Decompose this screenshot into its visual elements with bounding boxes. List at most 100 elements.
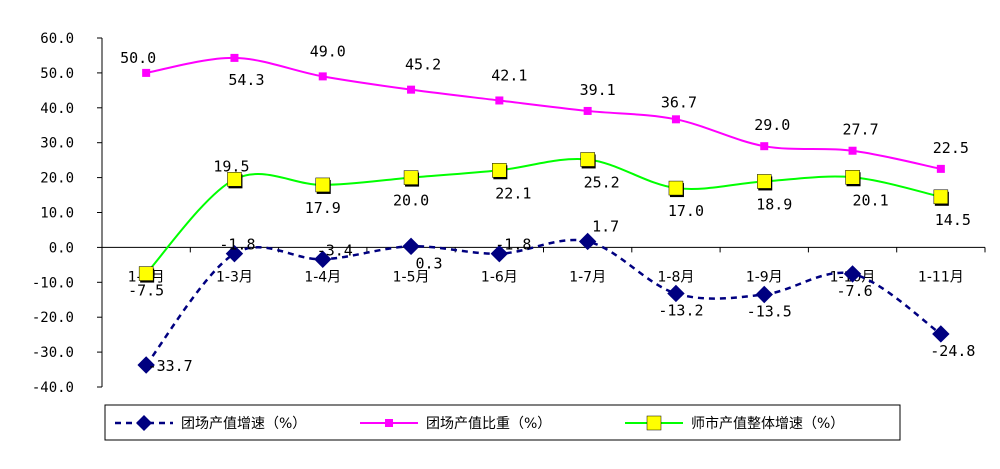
data-label: 36.7 bbox=[661, 93, 697, 111]
legend-marker bbox=[385, 419, 393, 427]
series-line-2 bbox=[145, 157, 942, 275]
data-label: 27.7 bbox=[842, 121, 878, 139]
data-point bbox=[227, 172, 242, 187]
data-point bbox=[407, 85, 416, 94]
data-label: -1.8 bbox=[495, 236, 531, 254]
data-label: -24.8 bbox=[930, 342, 975, 360]
data-point bbox=[583, 106, 592, 115]
data-point bbox=[668, 180, 684, 196]
data-label: 17.0 bbox=[668, 202, 704, 220]
data-point bbox=[315, 177, 330, 193]
data-point bbox=[318, 72, 327, 81]
x-tick-label: 1-3月 bbox=[216, 269, 253, 285]
data-point bbox=[225, 244, 244, 263]
data-point bbox=[848, 146, 857, 155]
data-label: 14.5 bbox=[935, 211, 971, 229]
y-tick-label: 0.0 bbox=[49, 240, 74, 256]
data-point bbox=[580, 152, 595, 167]
data-point bbox=[843, 265, 862, 283]
series-1 bbox=[142, 53, 945, 173]
data-point bbox=[760, 142, 769, 151]
data-point bbox=[932, 325, 950, 343]
series-line-1 bbox=[145, 56, 942, 170]
data-label: -13.2 bbox=[658, 301, 703, 319]
y-tick-label: 10.0 bbox=[40, 206, 74, 222]
legend-item-1: 团场产值比重（%） bbox=[360, 416, 551, 432]
legend-item-2: 师市产值整体增速（%） bbox=[625, 415, 844, 432]
data-point bbox=[137, 356, 155, 374]
x-tick-label: 1-6月 bbox=[481, 269, 518, 285]
data-label: 18.9 bbox=[756, 195, 792, 213]
series-0 bbox=[137, 232, 950, 374]
x-tick-label: 1-9月 bbox=[746, 269, 783, 285]
data-point bbox=[933, 189, 949, 205]
y-tick-label: 20.0 bbox=[40, 171, 74, 187]
data-point bbox=[403, 170, 419, 185]
data-point bbox=[230, 53, 239, 62]
data-point bbox=[667, 284, 685, 303]
legend-label: 团场产值比重（%） bbox=[426, 416, 551, 432]
legend-label: 师市产值整体增速（%） bbox=[691, 415, 844, 432]
series-2 bbox=[138, 152, 949, 283]
x-tick-label: 1-7月 bbox=[569, 269, 606, 285]
data-label: -13.5 bbox=[747, 303, 792, 321]
data-point bbox=[936, 164, 945, 173]
y-tick-label: -20.0 bbox=[32, 310, 74, 326]
data-point bbox=[578, 232, 597, 251]
data-label: 20.0 bbox=[393, 192, 429, 210]
data-label: 45.2 bbox=[405, 56, 441, 74]
data-label: 22.5 bbox=[933, 139, 969, 157]
legend: 团场产值增速（%） 团场产值比重（%） 师市产值整体增速（%） bbox=[104, 404, 901, 441]
data-label: 20.1 bbox=[852, 191, 888, 209]
data-point bbox=[138, 266, 154, 281]
data-label: -7.5 bbox=[128, 282, 164, 300]
data-label: -33.7 bbox=[148, 357, 193, 375]
y-tick-label: -10.0 bbox=[32, 275, 74, 291]
data-label: -3.4 bbox=[317, 241, 353, 259]
data-labels: -33.7 -1.8 -3.4 0.3 -1.8 1.7 -13.2 -13.5 -7.6 -24… bbox=[120, 42, 975, 375]
y-tick-label: 50.0 bbox=[40, 66, 74, 82]
data-point bbox=[845, 170, 860, 185]
legend-item-0: 团场产值增速（%） bbox=[115, 415, 306, 432]
x-tick-label: 1-4月 bbox=[304, 269, 341, 285]
data-label: 17.9 bbox=[305, 199, 341, 217]
data-label: 25.2 bbox=[584, 173, 620, 191]
legend-box bbox=[104, 404, 901, 441]
data-label: 39.1 bbox=[580, 81, 616, 99]
series-layer bbox=[137, 53, 950, 374]
data-label: 50.0 bbox=[120, 49, 156, 67]
y-tick-label: 60.0 bbox=[40, 31, 74, 47]
y-tick-label: 40.0 bbox=[40, 101, 74, 117]
data-point bbox=[671, 115, 680, 124]
data-point bbox=[492, 163, 507, 178]
data-point bbox=[495, 96, 504, 105]
data-label: 49.0 bbox=[310, 42, 346, 60]
data-point bbox=[402, 237, 420, 256]
legend-label: 团场产值增速（%） bbox=[181, 416, 306, 432]
series-line-0 bbox=[145, 238, 942, 366]
y-tick-label: -40.0 bbox=[32, 380, 74, 396]
data-label: -7.6 bbox=[836, 282, 872, 300]
data-point bbox=[142, 68, 151, 77]
data-label: 19.5 bbox=[213, 157, 249, 175]
x-tick-label: 1-11月 bbox=[918, 269, 964, 285]
data-label: 42.1 bbox=[491, 66, 527, 84]
data-label: 54.3 bbox=[228, 71, 264, 89]
y-tick-label: 30.0 bbox=[40, 136, 74, 152]
data-point bbox=[755, 285, 773, 304]
legend-marker bbox=[136, 415, 152, 431]
data-point bbox=[314, 250, 332, 268]
data-label: -1.8 bbox=[219, 236, 255, 254]
data-label: 1.7 bbox=[592, 217, 619, 235]
data-point bbox=[757, 174, 772, 189]
data-label: 22.1 bbox=[495, 184, 531, 202]
axes: 60.0 50.0 40.0 30.0 20.0 10.0 0.0 -10.0 -20.0 -30… bbox=[32, 31, 986, 396]
x-tick-label: 1-8月 bbox=[658, 269, 695, 285]
data-label: 29.0 bbox=[754, 116, 790, 134]
x-tick-label: 1-5月 bbox=[393, 269, 430, 285]
data-label: 0.3 bbox=[416, 254, 443, 272]
y-tick-label: -30.0 bbox=[32, 345, 74, 361]
legend-marker bbox=[646, 415, 662, 431]
data-point bbox=[490, 244, 509, 263]
